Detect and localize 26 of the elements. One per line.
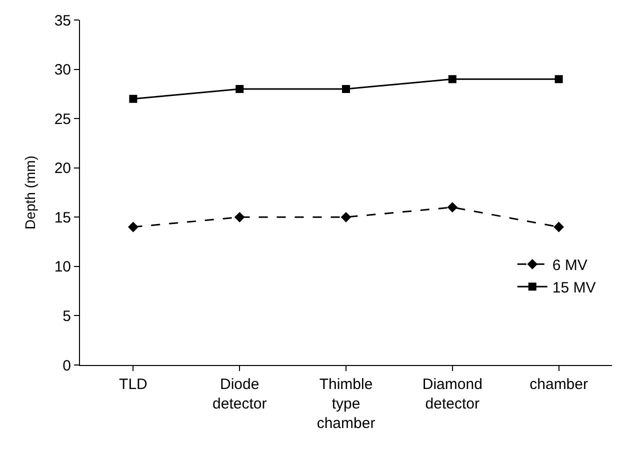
x-tick-label: Diode detector: [212, 376, 267, 412]
x-tick-label: chamber: [530, 376, 588, 393]
point: [554, 75, 563, 84]
legend-label: 6 MV: [552, 257, 588, 274]
y-tick-label: 20: [54, 160, 71, 178]
y-tick-label: 15: [54, 209, 71, 226]
y-tick-label: 25: [54, 110, 71, 128]
y-axis-title: Depth (mm): [22, 156, 38, 230]
x-tick-label: TLD: [119, 376, 148, 393]
y-tick-label: 0: [62, 357, 71, 374]
legend-label: 15 MV: [552, 280, 596, 296]
point: [129, 94, 138, 103]
point: [340, 212, 352, 222]
point: [554, 222, 564, 232]
point: [234, 212, 245, 222]
x-tick-label: Thimble type chamber: [316, 376, 376, 432]
y-tick-label: 5: [62, 308, 71, 325]
y-tick-label: 30: [54, 62, 71, 79]
y-tick-label: 35: [54, 12, 71, 30]
point: [128, 222, 138, 232]
y-tick-label: 10: [54, 258, 71, 276]
x-tick-label: Diamond detector: [422, 376, 482, 412]
point: [447, 202, 458, 212]
point: [342, 85, 350, 93]
point: [236, 85, 244, 93]
point: [448, 75, 456, 84]
